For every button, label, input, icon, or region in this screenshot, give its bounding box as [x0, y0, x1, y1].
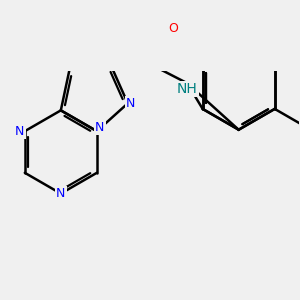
Text: N: N	[15, 125, 25, 138]
Text: N: N	[126, 97, 136, 110]
Text: N: N	[95, 121, 104, 134]
Text: O: O	[168, 22, 178, 35]
Text: N: N	[56, 187, 65, 200]
Text: NH: NH	[177, 82, 197, 96]
